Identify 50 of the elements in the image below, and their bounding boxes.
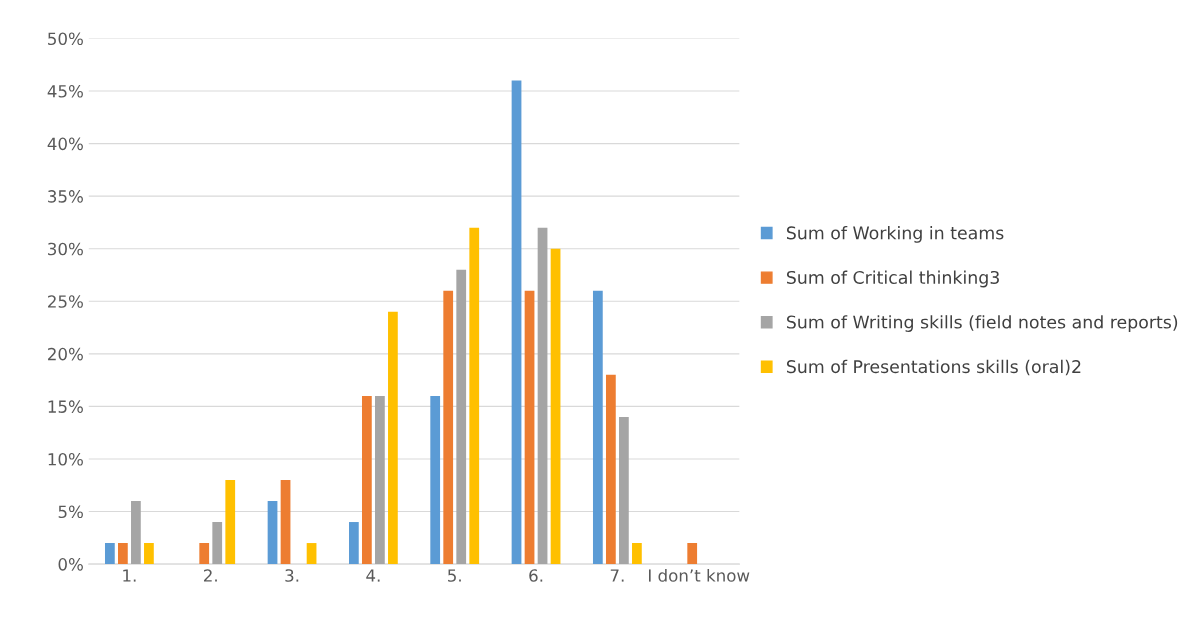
bar xyxy=(280,479,291,565)
x-tick-label: 2. xyxy=(203,569,217,582)
bar xyxy=(144,543,154,565)
y-tick-label: 10% xyxy=(48,452,83,466)
x-tick-label: I don’t know xyxy=(648,568,750,582)
legend-label: Sum of Critical thinking3 xyxy=(786,270,999,288)
bar xyxy=(469,227,480,565)
y-tick-label: 20% xyxy=(48,347,83,361)
bar xyxy=(550,248,561,565)
bar xyxy=(348,522,359,565)
bar xyxy=(619,416,629,565)
bar xyxy=(306,543,317,565)
y-tick-label: 40% xyxy=(47,137,83,151)
legend-label: Sum of Working in teams xyxy=(786,226,1004,243)
x-tick-label: 5. xyxy=(448,569,461,582)
y-tick-label: 5% xyxy=(58,505,83,519)
x-tick-label: 1. xyxy=(123,569,136,582)
bar xyxy=(537,227,548,565)
y-tick-label: 45% xyxy=(47,84,83,98)
bar xyxy=(225,479,236,565)
y-tick-label: 50% xyxy=(48,32,83,46)
x-tick-label: 6. xyxy=(529,569,543,582)
bar xyxy=(118,543,128,565)
bar xyxy=(267,501,278,565)
y-tick-label: 15% xyxy=(48,400,83,413)
y-tick-label: 25% xyxy=(48,295,83,308)
bar xyxy=(212,522,223,565)
bar xyxy=(362,395,372,565)
legend-label: Sum of Writing skills (field notes and reports) xyxy=(786,315,1178,332)
y-tick-label: 35% xyxy=(48,190,83,203)
y-tick-label: 30% xyxy=(48,242,83,256)
bar xyxy=(687,543,698,565)
bar xyxy=(592,290,603,565)
bar xyxy=(524,290,535,565)
bar xyxy=(511,80,522,565)
y-tick-label: 0% xyxy=(58,558,83,571)
x-tick-label: 4. xyxy=(366,569,380,582)
x-tick-label: 7. xyxy=(610,569,624,582)
bar xyxy=(605,374,616,565)
bar xyxy=(632,543,642,565)
bar xyxy=(131,501,141,565)
bar xyxy=(104,543,115,565)
x-tick-label: 3. xyxy=(285,569,299,582)
legend-label: Sum of Presentations skills (oral)2 xyxy=(786,359,1081,376)
bar xyxy=(443,290,454,565)
bar xyxy=(456,269,467,565)
bar xyxy=(430,395,441,565)
bar xyxy=(375,395,385,565)
bar xyxy=(199,543,210,565)
bar xyxy=(388,311,398,565)
